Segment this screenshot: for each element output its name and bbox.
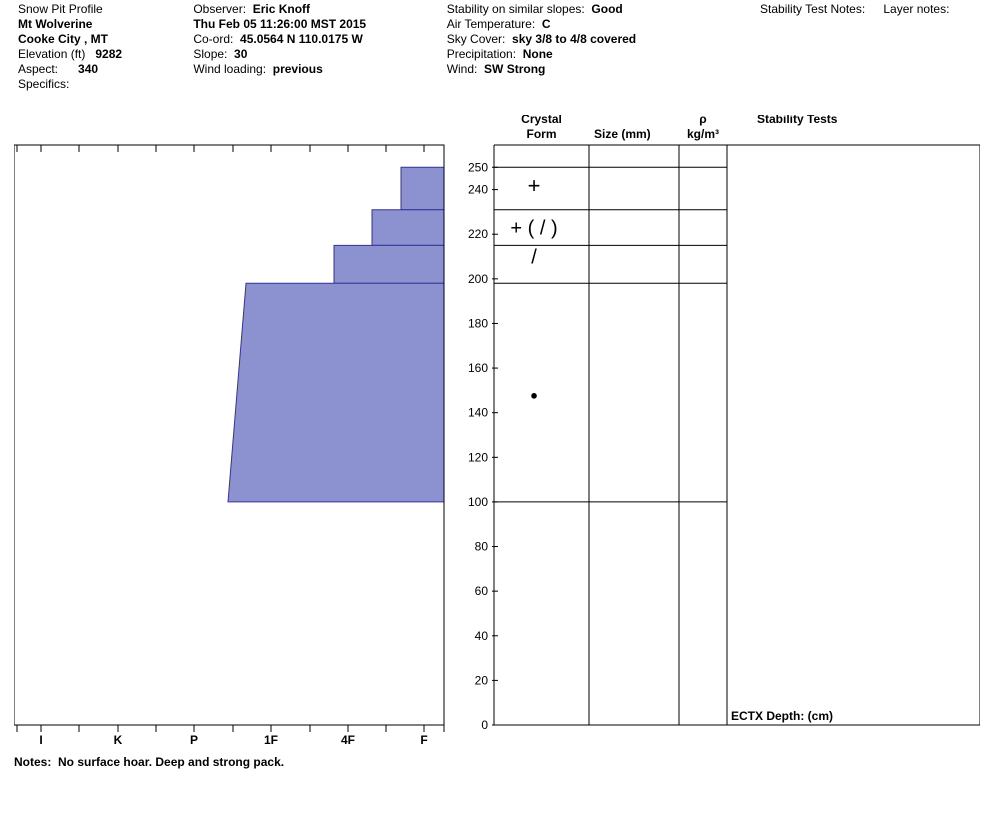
svg-text:160: 160 <box>468 361 488 375</box>
svg-text:120: 120 <box>468 450 488 464</box>
precip-label: Precipitation: <box>447 47 516 61</box>
notes-text: No surface hoar. Deep and strong pack. <box>58 755 284 769</box>
svg-text:180: 180 <box>468 316 488 330</box>
airtemp-label: Air Temperature: <box>447 17 535 31</box>
slope-value: 30 <box>234 47 247 61</box>
svg-text:Size (mm): Size (mm) <box>594 127 651 141</box>
aspect-value: 340 <box>78 62 98 76</box>
specifics-label: Specifics: <box>18 77 190 92</box>
svg-text:I: I <box>39 733 42 747</box>
coord-value: 45.0564 N 110.0175 W <box>240 32 363 46</box>
stability-value: Good <box>591 2 622 16</box>
location2: Cooke City , MT <box>18 32 190 47</box>
svg-text:●: ● <box>530 387 538 402</box>
precip-value: None <box>523 47 553 61</box>
observer-label: Observer: <box>193 2 246 16</box>
title: Snow Pit Profile <box>18 2 190 17</box>
wind-label: Wind: <box>447 62 478 76</box>
svg-text:200: 200 <box>468 272 488 286</box>
svg-text:1F: 1F <box>264 733 278 747</box>
svg-text:250: 250 <box>468 160 488 174</box>
svg-text:220: 220 <box>468 227 488 241</box>
stability-label: Stability on similar slopes: <box>447 2 585 16</box>
elevation-label: Elevation (ft) <box>18 47 85 61</box>
airtemp-value: C <box>542 17 551 31</box>
chart-area: 0 20 40 60 80 100 120 140 160 180 200 220 240 250 I K P 1… <box>14 115 980 755</box>
layernotes-label: Layer notes: <box>883 2 983 17</box>
svg-text:ρ: ρ <box>699 115 706 126</box>
svg-text:80: 80 <box>475 540 489 554</box>
slope-label: Slope: <box>193 47 227 61</box>
svg-text:P: P <box>190 733 198 747</box>
skycover-label: Sky Cover: <box>447 32 506 46</box>
coord-label: Co-ord: <box>193 32 233 46</box>
svg-text:F: F <box>420 733 427 747</box>
svg-text:20: 20 <box>475 673 489 687</box>
datetime: Thu Feb 05 11:26:00 MST 2015 <box>193 17 443 32</box>
svg-text:+: + <box>528 173 541 198</box>
svg-text:40: 40 <box>475 629 489 643</box>
svg-text:4F: 4F <box>341 733 355 747</box>
svg-text:Form: Form <box>527 127 557 141</box>
location1: Mt Wolverine <box>18 17 190 32</box>
snow-profile-chart: 0 20 40 60 80 100 120 140 160 180 200 220 240 250 I K P 1… <box>14 115 980 755</box>
observer-value: Eric Knoff <box>253 2 310 16</box>
notes-label: Notes: <box>14 755 51 769</box>
aspect-label: Aspect: <box>18 62 58 76</box>
elevation-value: 9282 <box>95 47 122 61</box>
notes-line: Notes: No surface hoar. Deep and strong … <box>14 755 284 769</box>
svg-text:ECTX Depth: (cm): ECTX Depth: (cm) <box>731 709 833 723</box>
svg-text:140: 140 <box>468 406 488 420</box>
svg-text:240: 240 <box>468 183 488 197</box>
svg-text:Stability Tests: Stability Tests <box>757 115 838 126</box>
svg-text:+ ( / ): + ( / ) <box>510 218 557 240</box>
wind-value: SW Strong <box>484 62 545 76</box>
svg-text:60: 60 <box>475 584 489 598</box>
svg-text:kg/m³: kg/m³ <box>687 127 719 141</box>
stabtestnotes-label: Stability Test Notes: <box>760 2 880 17</box>
svg-text:0: 0 <box>481 718 488 732</box>
windloading-value: previous <box>273 62 323 76</box>
skycover-value: sky 3/8 to 4/8 covered <box>512 32 636 46</box>
svg-text:Crystal: Crystal <box>521 115 562 126</box>
svg-text:/: / <box>531 247 537 269</box>
header-block: Snow Pit Profile Observer: Eric Knoff St… <box>18 2 976 92</box>
svg-text:100: 100 <box>468 495 488 509</box>
svg-text:K: K <box>114 733 123 747</box>
windloading-label: Wind loading: <box>193 62 266 76</box>
